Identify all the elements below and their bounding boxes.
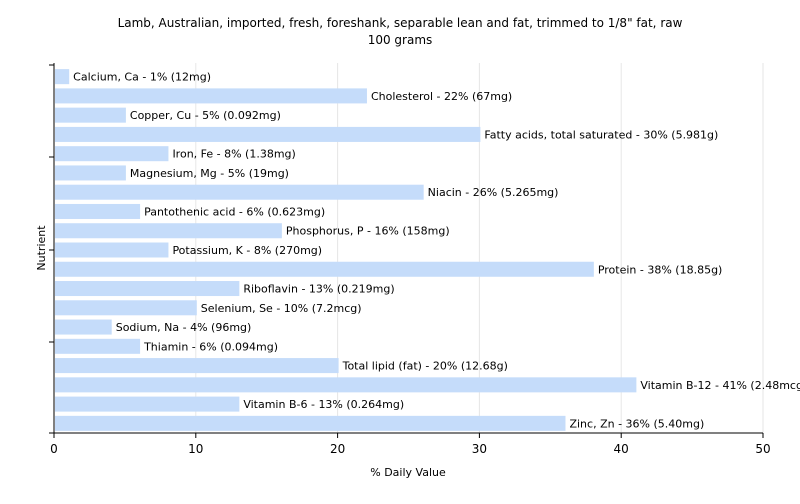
data-label: Protein - 38% (18.85g)	[598, 263, 723, 276]
data-label: Vitamin B-12 - 41% (2.48mcg)	[640, 379, 800, 392]
x-tick-label: 0	[50, 442, 58, 456]
data-label: Fatty acids, total saturated - 30% (5.98…	[484, 128, 718, 141]
x-tick-label: 50	[755, 442, 770, 456]
x-tick-label: 30	[472, 442, 487, 456]
data-label: Pantothenic acid - 6% (0.623mg)	[144, 205, 325, 218]
bar	[55, 184, 424, 200]
data-label: Phosphorus, P - 16% (158mg)	[286, 225, 450, 238]
data-label: Thiamin - 6% (0.094mg)	[143, 340, 278, 353]
y-axis-label: Nutrient	[35, 225, 48, 271]
x-tick-label: 20	[330, 442, 345, 456]
bar	[55, 107, 126, 123]
bars: Calcium, Ca - 1% (12mg) Cholesterol - 22%…	[55, 69, 800, 431]
bar	[55, 358, 339, 374]
bar	[55, 165, 126, 181]
bar	[55, 415, 566, 431]
bar	[55, 126, 481, 142]
data-label: Vitamin B-6 - 13% (0.264mg)	[243, 398, 404, 411]
data-label: Iron, Fe - 8% (1.38mg)	[172, 148, 295, 161]
x-tick-label: 40	[614, 442, 629, 456]
bar	[55, 300, 197, 316]
data-label: Potassium, K - 8% (270mg)	[172, 244, 322, 257]
bar	[55, 261, 594, 277]
bar	[55, 242, 169, 258]
data-label: Copper, Cu - 5% (0.092mg)	[130, 109, 281, 122]
data-label: Zinc, Zn - 36% (5.40mg)	[569, 417, 704, 430]
data-label: Magnesium, Mg - 5% (19mg)	[130, 167, 289, 180]
x-tick-label: 10	[188, 442, 203, 456]
bar	[55, 319, 112, 335]
data-label: Niacin - 26% (5.265mg)	[428, 186, 559, 199]
data-label: Calcium, Ca - 1% (12mg)	[73, 71, 211, 84]
data-label: Total lipid (fat) - 20% (12.68g)	[342, 360, 508, 373]
chart-title: Lamb, Australian, imported, fresh, fores…	[118, 16, 683, 30]
bar	[55, 281, 240, 297]
bar	[55, 146, 169, 162]
bar	[55, 338, 141, 354]
chart-subtitle: 100 grams	[368, 33, 433, 47]
x-axis-label: % Daily Value	[370, 466, 446, 479]
bar	[55, 396, 240, 412]
bar	[55, 69, 70, 85]
data-label: Cholesterol - 22% (67mg)	[371, 90, 512, 103]
data-label: Sodium, Na - 4% (96mg)	[116, 321, 252, 334]
data-label: Selenium, Se - 10% (7.2mcg)	[201, 302, 362, 315]
bar	[55, 377, 637, 393]
bar	[55, 88, 367, 104]
axes: 0 10 20 30 40 50	[49, 63, 771, 456]
bar	[55, 223, 282, 239]
data-label: Riboflavin - 13% (0.219mg)	[243, 283, 394, 296]
bar	[55, 203, 141, 219]
